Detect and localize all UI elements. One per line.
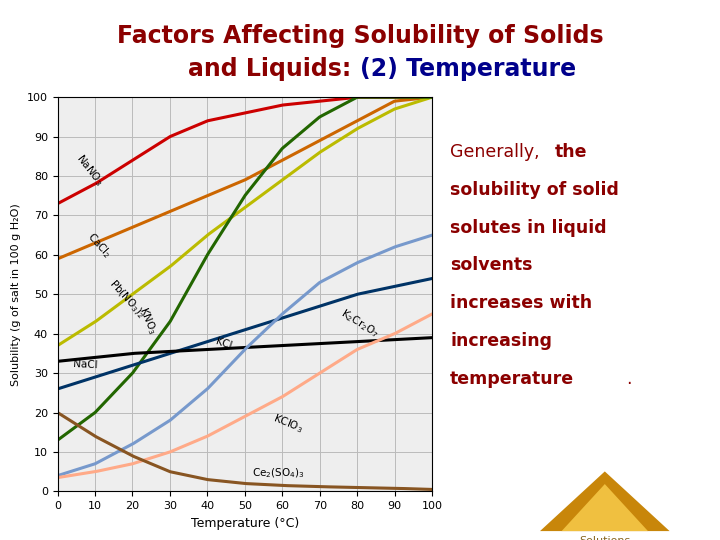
Text: Pb(NO$_3$)$_2$: Pb(NO$_3$)$_2$ (107, 278, 148, 322)
Text: KCl: KCl (215, 336, 233, 350)
Text: the: the (554, 143, 587, 161)
Text: NaCl: NaCl (73, 359, 98, 370)
Text: temperature: temperature (450, 370, 574, 388)
Text: solutes in liquid: solutes in liquid (450, 219, 607, 237)
Text: increasing: increasing (450, 332, 552, 350)
Text: increases with: increases with (450, 294, 592, 312)
Text: solvents: solvents (450, 256, 533, 274)
Text: .: . (626, 370, 632, 388)
Text: CaCl$_2$: CaCl$_2$ (84, 230, 114, 261)
Text: NaNO$_3$: NaNO$_3$ (73, 152, 106, 189)
Text: Factors Affecting Solubility of Solids: Factors Affecting Solubility of Solids (117, 24, 603, 48)
Text: (2) Temperature: (2) Temperature (360, 57, 576, 80)
Text: Solutions: Solutions (579, 536, 631, 540)
Y-axis label: Solubility (g of salt in 100 g H₂O): Solubility (g of salt in 100 g H₂O) (12, 203, 22, 386)
Text: Ce$_2$(SO$_4$)$_3$: Ce$_2$(SO$_4$)$_3$ (252, 466, 305, 480)
Text: solubility of solid: solubility of solid (450, 181, 619, 199)
Polygon shape (540, 471, 670, 531)
Text: K$_2$Cr$_2$O$_7$: K$_2$Cr$_2$O$_7$ (338, 306, 382, 341)
Text: KNO$_3$: KNO$_3$ (136, 305, 160, 337)
Polygon shape (562, 484, 648, 531)
Text: and Liquids:: and Liquids: (189, 57, 360, 80)
Text: Generally,: Generally, (450, 143, 545, 161)
Text: KClO$_3$: KClO$_3$ (271, 411, 305, 436)
X-axis label: Temperature (°C): Temperature (°C) (191, 517, 299, 530)
